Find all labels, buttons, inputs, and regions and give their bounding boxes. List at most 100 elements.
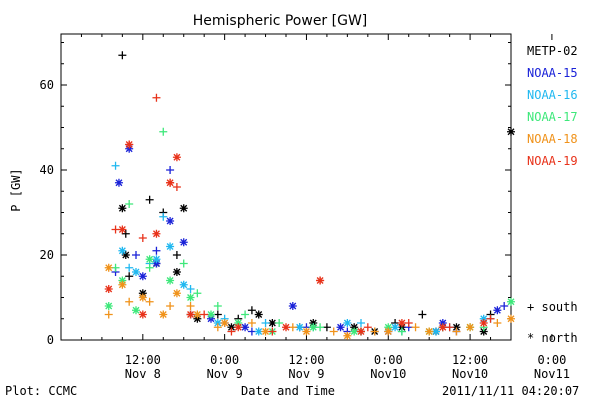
north-point xyxy=(125,144,134,153)
north-point xyxy=(138,293,147,302)
south-point xyxy=(186,285,195,293)
south-point xyxy=(125,200,134,208)
north-point xyxy=(104,302,113,310)
north-point xyxy=(288,302,297,310)
series-noaa-19 xyxy=(104,93,495,336)
x-tick-date-label: Nov 9 xyxy=(288,367,324,381)
legend-item-noaa-18: NOAA-18 xyxy=(527,132,578,146)
south-point xyxy=(132,251,140,259)
north-point xyxy=(357,327,365,336)
chart-title: Hemispheric Power [GW] xyxy=(192,13,368,29)
south-point xyxy=(316,323,325,332)
south-point xyxy=(418,310,427,319)
y-axis-label: P [GW] xyxy=(9,168,23,212)
north-point xyxy=(397,323,406,332)
y-tick-label: 0 xyxy=(47,333,54,347)
north-point xyxy=(220,319,229,327)
north-point xyxy=(479,327,488,336)
south-point xyxy=(172,251,181,259)
north-point xyxy=(172,153,181,162)
north-point xyxy=(193,314,202,323)
y-tick-label: 40 xyxy=(40,163,54,177)
north-point xyxy=(166,178,175,187)
south-point xyxy=(125,263,134,272)
legend-south: + south xyxy=(527,300,578,314)
north-point xyxy=(121,251,130,259)
north-point xyxy=(309,323,318,332)
south-point xyxy=(172,183,181,191)
footer-left: Plot: CCMC xyxy=(5,384,78,398)
south-point xyxy=(397,327,406,336)
north-point xyxy=(138,272,147,281)
north-point xyxy=(138,289,147,298)
south-point xyxy=(179,259,188,268)
north-point xyxy=(234,323,243,332)
north-point xyxy=(152,255,161,264)
north-point xyxy=(384,327,393,336)
north-point xyxy=(166,217,175,225)
south-point xyxy=(363,323,372,332)
south-point xyxy=(322,323,331,332)
x-tick-date-label: Nov11 xyxy=(534,367,570,381)
south-point xyxy=(111,161,120,170)
north-point xyxy=(118,204,127,213)
south-point xyxy=(452,327,461,336)
north-point xyxy=(104,263,113,272)
south-point xyxy=(227,327,236,336)
south-point xyxy=(145,263,154,272)
south-point xyxy=(125,272,134,281)
south-marker-symbol: + xyxy=(527,300,535,314)
south-point xyxy=(200,310,209,319)
north-point xyxy=(138,310,147,319)
south-point xyxy=(145,195,154,204)
south-marker-label: south xyxy=(541,300,578,314)
south-point xyxy=(247,327,256,336)
north-point xyxy=(114,178,123,187)
north-point xyxy=(118,246,127,255)
south-point xyxy=(275,319,284,327)
south-point xyxy=(152,93,161,102)
south-point xyxy=(329,327,338,336)
north-point xyxy=(452,323,461,332)
north-point xyxy=(507,297,515,306)
south-point xyxy=(111,225,120,234)
south-point xyxy=(213,310,222,319)
south-point xyxy=(159,127,168,136)
south-point xyxy=(445,323,454,332)
series-noaa-15 xyxy=(111,144,509,336)
north-point xyxy=(152,229,161,238)
x-tick-time-label: 0:00 xyxy=(374,353,403,367)
south-point xyxy=(500,302,509,310)
series-noaa-16 xyxy=(111,161,495,336)
south-point xyxy=(118,51,127,60)
legend-item-noaa-16: NOAA-16 xyxy=(527,88,578,102)
x-axis-label: Date and Time xyxy=(241,384,335,398)
south-point xyxy=(138,234,147,242)
south-point xyxy=(125,297,134,306)
legend-item-noaa-15: NOAA-15 xyxy=(527,66,578,80)
north-point xyxy=(152,259,161,268)
north-point xyxy=(104,285,113,293)
south-point xyxy=(193,289,202,298)
north-point xyxy=(438,319,447,327)
south-point xyxy=(213,323,222,332)
south-point xyxy=(213,302,222,310)
north-point xyxy=(282,323,290,332)
legend-item-noaa-19: NOAA-19 xyxy=(527,154,578,168)
y-tick-label: 20 xyxy=(40,248,54,262)
legend-item-metp-02: METP-02 xyxy=(527,44,578,58)
north-marker-label: north xyxy=(541,331,578,345)
north-point xyxy=(186,293,195,302)
plot-frame xyxy=(60,33,512,341)
north-point xyxy=(295,323,304,332)
north-point xyxy=(118,280,127,289)
south-point xyxy=(357,319,365,327)
south-point xyxy=(493,319,502,327)
north-point xyxy=(432,327,440,336)
north-point xyxy=(118,225,127,234)
north-point xyxy=(384,323,393,332)
north-point xyxy=(213,319,222,327)
south-point xyxy=(159,212,168,221)
x-tick-time-label: 12:00 xyxy=(452,353,488,367)
north-marker-symbol: * xyxy=(527,331,535,345)
